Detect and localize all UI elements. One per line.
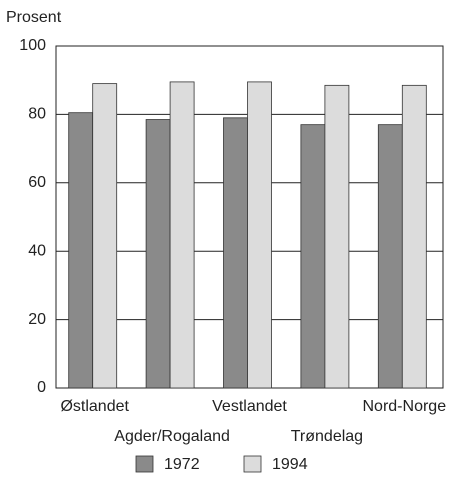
y-axis-label: Prosent <box>6 9 62 26</box>
legend-label: 1972 <box>164 456 200 473</box>
x-tick-label: Østlandet <box>60 398 129 415</box>
bar <box>377 124 403 389</box>
bar <box>68 112 94 389</box>
bar <box>401 84 427 389</box>
x-tick-label: Vestlandet <box>212 398 287 415</box>
bar <box>324 84 350 389</box>
bar <box>92 83 118 389</box>
y-tick-label: 60 <box>28 174 46 191</box>
x-tick-label: Trøndelag <box>291 428 363 445</box>
bar <box>247 81 272 389</box>
x-tick-label: Nord-Norge <box>363 398 447 415</box>
y-tick-label: 40 <box>28 242 46 259</box>
bar <box>223 117 248 389</box>
legend-label: 1994 <box>272 456 308 473</box>
bar <box>169 81 195 389</box>
legend-swatch <box>135 455 154 473</box>
bar <box>300 124 326 389</box>
y-tick-label: 100 <box>19 37 46 54</box>
legend-swatch <box>243 455 262 473</box>
y-tick-label: 0 <box>37 379 46 396</box>
x-tick-label: Agder/Rogaland <box>114 428 230 445</box>
bar <box>145 119 171 389</box>
y-tick-label: 20 <box>28 311 46 328</box>
y-tick-label: 80 <box>28 106 46 123</box>
